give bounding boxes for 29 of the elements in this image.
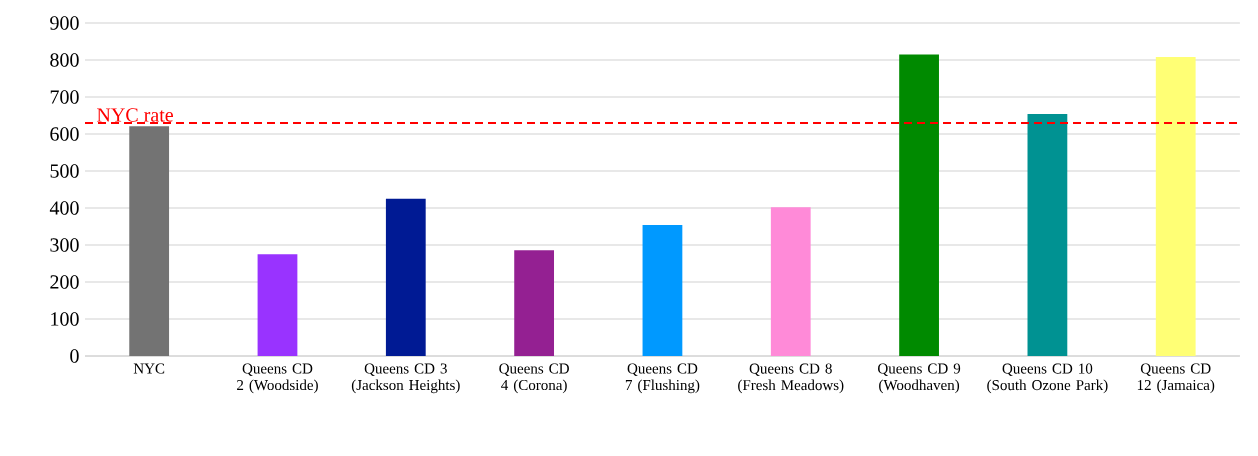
- x-tick-label: Queens CD 10 (South Ozone Park): [987, 363, 1108, 394]
- y-tick-label: 0: [70, 349, 79, 363]
- y-tick-label: 600: [50, 127, 79, 141]
- y-tick-label: 900: [50, 16, 79, 30]
- bar: [1155, 57, 1196, 356]
- bar: [385, 198, 426, 356]
- bar: [1027, 114, 1068, 356]
- bar: [899, 54, 939, 356]
- y-tick-label: 200: [50, 275, 79, 289]
- y-tick-label: 800: [50, 53, 79, 67]
- y-tick-label: 700: [50, 90, 79, 104]
- x-tick-label: NYC: [133, 363, 165, 374]
- x-tick-label: Queens CD 4 (Corona): [499, 363, 569, 394]
- x-tick-label: Queens CD 7 (Flushing): [625, 363, 700, 394]
- bar: [257, 254, 298, 356]
- x-tick-label: Queens CD 3 (Jackson Heights): [351, 363, 460, 394]
- x-tick-label: Queens CD 12 (Jamaica): [1137, 363, 1215, 394]
- bar: [514, 250, 555, 356]
- y-tick-label: 100: [51, 312, 79, 326]
- bar: [642, 225, 683, 356]
- y-tick-label: 500: [50, 164, 79, 178]
- x-tick-label: Queens CD 2 (Woodside): [237, 363, 318, 394]
- ref-line-label: NYC rate: [97, 108, 173, 122]
- y-tick-label: 300: [50, 238, 79, 252]
- x-tick-label: Queens CD 8 (Fresh Meadows): [738, 363, 844, 394]
- bar: [129, 126, 170, 356]
- x-tick-label: Queens CD 9 (Woodhaven): [878, 363, 961, 394]
- bar: [770, 207, 811, 356]
- y-tick-label: 400: [49, 201, 79, 215]
